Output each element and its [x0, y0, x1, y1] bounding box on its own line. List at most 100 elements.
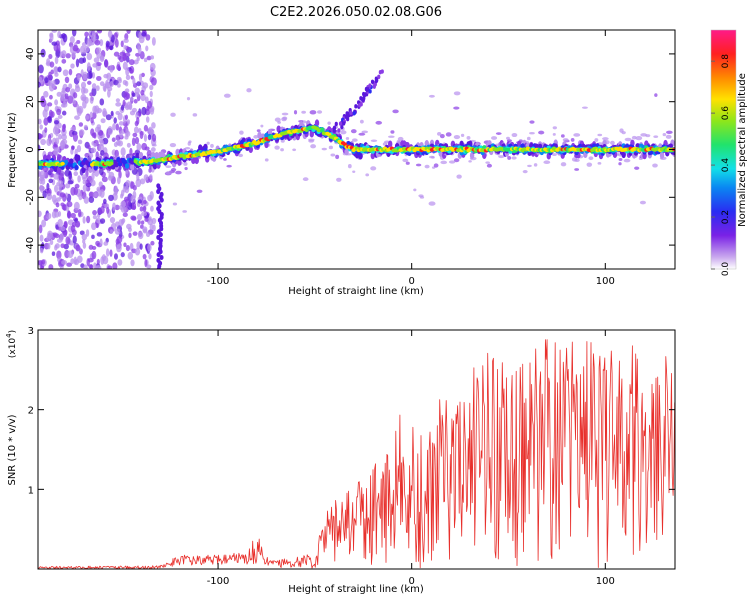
spectrogram-cell	[429, 155, 435, 159]
spectrogram-cell	[370, 139, 378, 142]
spectrogram-cell	[111, 137, 116, 143]
spectrogram-cell	[82, 242, 87, 249]
spectrogram-cell	[134, 248, 141, 256]
spectrogram-cell	[47, 116, 53, 124]
spectrogram-cell	[115, 98, 121, 103]
spectrogram-cell	[78, 122, 84, 127]
spectrogram-cell	[274, 117, 281, 122]
spectrogram-cell	[260, 124, 264, 128]
spectrogram-cell	[274, 145, 280, 150]
spectrogram-cell	[137, 199, 142, 204]
spectrogram-cell	[124, 185, 130, 194]
spectrogram-cell	[122, 212, 128, 217]
spectrogram-cell	[51, 194, 57, 203]
snr-y-tick-label: 1	[28, 485, 34, 496]
spectrogram-cell	[61, 133, 67, 141]
spectrogram-cell	[89, 264, 94, 269]
spectrogram-cell	[137, 45, 142, 55]
spectrogram-cell	[57, 154, 62, 162]
spectrogram-cell	[88, 191, 95, 198]
spectrogram-cell	[60, 243, 65, 249]
spectrogram-cell	[460, 133, 465, 138]
spectrogram-cell	[486, 163, 492, 168]
spectrogram-ridge-cell	[314, 119, 320, 127]
spectrogram-cell	[49, 61, 55, 68]
spectrogram-cell	[136, 81, 142, 87]
spectrogram-cell	[132, 77, 136, 85]
spectrogram-cell	[392, 109, 399, 114]
spectrogram-cell	[130, 194, 136, 203]
spectrogram-cell	[610, 140, 615, 145]
spectrogram-cell	[49, 239, 54, 245]
spectrogram-branch-cell	[340, 124, 344, 130]
spectrogram-cell	[87, 80, 92, 85]
spectrogram-cell	[182, 210, 187, 213]
spectrogram-cell	[72, 133, 78, 142]
spectrogram-cell	[85, 229, 90, 237]
spectrogram-cell	[40, 138, 47, 146]
spectrogram-cell	[91, 250, 97, 260]
spectrogram-cell	[96, 258, 100, 265]
spectrogram-cell	[226, 164, 232, 168]
spectrogram-cell	[61, 204, 68, 211]
spectrogram-cell	[88, 196, 95, 203]
spectrogram-cell	[49, 33, 54, 42]
spectrogram-cell	[38, 259, 43, 266]
spectrogram-cell	[131, 205, 137, 210]
spectrogram-cell	[51, 251, 56, 256]
spectrogram-cell	[46, 193, 53, 201]
spectrogram-cell	[206, 141, 210, 145]
spectrogram-cell	[120, 206, 127, 213]
spectrogram-cell	[126, 119, 131, 125]
spectrogram-cell	[238, 153, 244, 158]
spectrogram-cell	[95, 85, 100, 91]
spectrogram-cell	[277, 120, 282, 124]
spectrogram-cell	[132, 132, 138, 138]
spectrogram-cell	[136, 143, 142, 151]
colorbar-tick-label: 0.2	[721, 210, 731, 224]
spectrogram-cell	[123, 45, 127, 50]
spectrogram-cell	[64, 76, 70, 84]
spectrogram-cell	[100, 149, 105, 156]
spectrogram-cell	[75, 244, 81, 251]
spectrogram-cell	[58, 180, 64, 188]
spectrogram-branch-cell	[374, 78, 378, 84]
spectrogram-cell	[67, 180, 74, 185]
spectrogram-cell	[109, 81, 114, 88]
spectrogram-cell	[114, 149, 119, 158]
spectrogram-cell	[150, 55, 155, 60]
spectrogram-cell	[281, 112, 289, 116]
spectrogram-ridge-cell	[154, 151, 159, 160]
spectrogram-cell	[662, 133, 667, 137]
spectrogram-ridge-cell	[114, 161, 119, 168]
spectrogram-cell	[170, 168, 177, 172]
spectrogram-cell	[370, 166, 377, 171]
spectrogram-cell	[54, 120, 60, 125]
spectrogram-cell	[139, 130, 144, 140]
spectrogram-cell	[61, 260, 68, 265]
spectrogram-cell	[144, 146, 150, 151]
spectrogram-cell	[62, 69, 69, 77]
spectrogram-cell	[103, 73, 109, 79]
spectrogram-cell	[147, 243, 152, 252]
spectrogram-cell	[38, 224, 43, 234]
spectrogram-cell	[89, 96, 94, 104]
spectrogram-cell	[246, 88, 252, 93]
spectrogram-cell	[136, 116, 140, 125]
spectrogram-cell	[336, 177, 342, 182]
spectrogram-cell	[107, 126, 113, 136]
spectrogram-ridge-cell	[387, 140, 393, 148]
spectrogram-cell	[105, 248, 110, 257]
spectrogram-cell	[106, 206, 110, 214]
spectrogram-cell	[115, 102, 122, 107]
spectrogram-cell	[48, 264, 54, 269]
spectrogram-ridge-cell	[320, 128, 325, 133]
spectrogram-cell	[120, 252, 125, 258]
svg-text:(x104): (x104)	[5, 330, 18, 358]
spectrogram-cell	[428, 94, 435, 98]
spectrogram-cell	[170, 112, 176, 117]
spectrogram-cell	[159, 255, 164, 261]
spectrogram-cell	[42, 109, 48, 118]
spectrogram-cell	[131, 137, 136, 146]
spectrogram-cell	[94, 105, 100, 114]
